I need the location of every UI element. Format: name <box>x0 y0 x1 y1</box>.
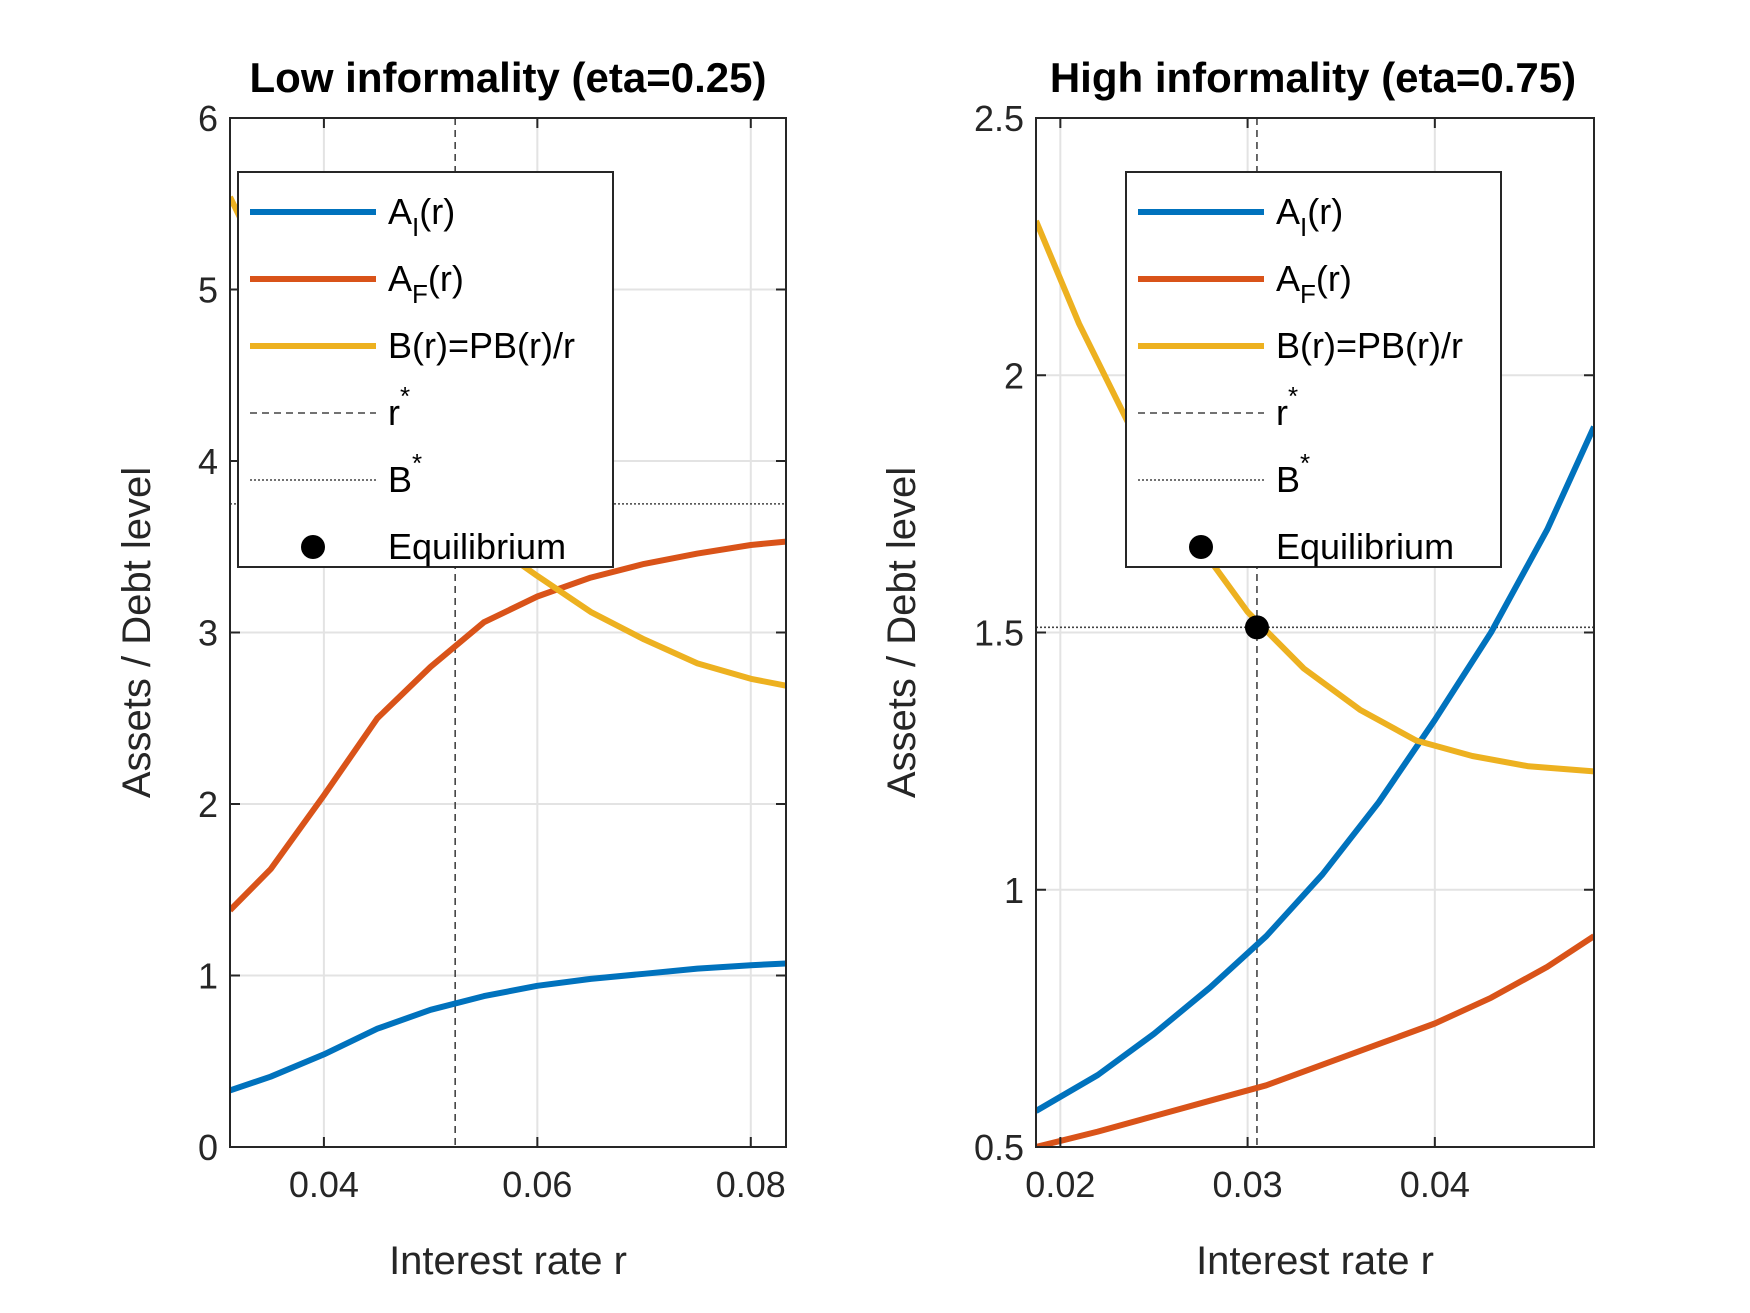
legend-label: B(r)=PB(r)/r <box>1276 325 1463 366</box>
legend-label: r* <box>1276 381 1298 433</box>
y-axis-label: Assets / Debt level <box>115 467 159 798</box>
legend: AI(r) AF(r) B(r)=PB(r)/r r* B* Equilibrium <box>1125 171 1502 568</box>
y-tick-label: 0.5 <box>974 1127 1024 1168</box>
panel-high-informality: High informality (eta=0.75) 0.02 0.03 0.04… <box>880 54 1595 1283</box>
legend-swatch <box>1189 535 1213 559</box>
panel-low-informality: Low informality (eta=0.25) 0.04 0.06 0.08 0… <box>115 54 787 1283</box>
x-axis-label: Interest rate r <box>389 1239 627 1283</box>
x-tick-label: 0.02 <box>1025 1164 1095 1205</box>
y-axis-label: Assets / Debt level <box>880 467 924 798</box>
legend-label: AI(r) <box>1276 191 1343 242</box>
series-line-a-i <box>1036 425 1594 1114</box>
x-tick-label: 0.08 <box>716 1164 786 1205</box>
x-axis-label: Interest rate r <box>1196 1239 1434 1283</box>
chart-title: High informality (eta=0.75) <box>1050 54 1576 101</box>
x-tick-label: 0.06 <box>502 1164 572 1205</box>
legend-label: AF(r) <box>1276 258 1352 309</box>
x-tick-label: 0.04 <box>289 1164 359 1205</box>
y-tick-label: 1 <box>1004 870 1024 911</box>
chart-title: Low informality (eta=0.25) <box>250 54 767 101</box>
legend-label: AF(r) <box>388 258 464 309</box>
y-tick-label: 1 <box>198 956 218 997</box>
y-tick-label: 0 <box>198 1127 218 1168</box>
y-tick-label: 6 <box>198 98 218 139</box>
x-tick-label: 0.03 <box>1213 1164 1283 1205</box>
series-line-a-f <box>230 538 786 913</box>
legend-label: AI(r) <box>388 191 455 242</box>
y-tick-label: 4 <box>198 441 218 482</box>
series-line-a-i <box>230 960 786 1094</box>
y-tick-label: 1.5 <box>974 613 1024 654</box>
legend-label: Equilibrium <box>388 526 566 567</box>
legend-label: Equilibrium <box>1276 526 1454 567</box>
y-tick-label: 5 <box>198 270 218 311</box>
legend-label: r* <box>388 381 410 433</box>
legend-box <box>1125 171 1502 568</box>
series-line-b <box>1036 219 1594 775</box>
legend-swatch <box>301 535 325 559</box>
y-tick-label: 2.5 <box>974 98 1024 139</box>
y-tick-label: 2 <box>198 784 218 825</box>
x-tick-label: 0.04 <box>1400 1164 1470 1205</box>
legend-box <box>237 171 614 568</box>
series-line-a-f <box>1036 933 1594 1147</box>
y-tick-label: 3 <box>198 613 218 654</box>
legend-label: B* <box>388 448 422 500</box>
equilibrium-marker <box>1244 615 1269 640</box>
legend: AI(r) AF(r) B(r)=PB(r)/r r* B* Equilibrium <box>237 171 614 568</box>
legend-label: B* <box>1276 448 1310 500</box>
y-tick-label: 2 <box>1004 355 1024 396</box>
legend-label: B(r)=PB(r)/r <box>388 325 575 366</box>
